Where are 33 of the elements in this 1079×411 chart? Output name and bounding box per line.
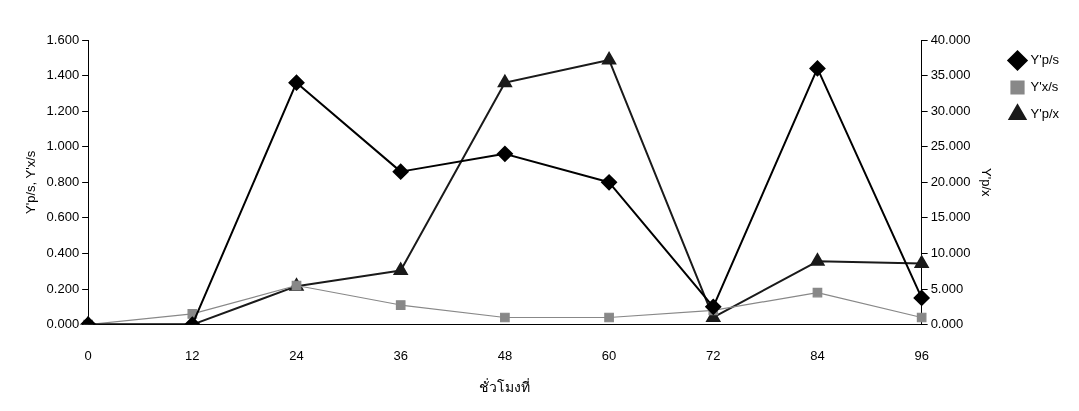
y2-tick-label: 25.000 [930, 138, 971, 154]
y-tick-label: 1.000 [46, 138, 80, 154]
y2-tick-label: 15.000 [930, 209, 971, 225]
y-tick-label: 0.600 [46, 209, 80, 225]
y2-tick-label: 35.000 [930, 67, 971, 83]
y2-tick-label: 20.000 [930, 173, 971, 189]
legend-label: Y'p/s [1030, 52, 1060, 68]
x-tick-label: 48 [497, 347, 513, 363]
x-tick-label: 72 [706, 347, 721, 363]
y-tick-label: 0.000 [46, 316, 80, 332]
x-tick-label: 24 [289, 347, 304, 363]
x-axis-title: ชั่วโมงที่ [479, 378, 531, 396]
y2-tick-label: 10.000 [930, 245, 971, 261]
x-tick-label: 0 [84, 347, 92, 363]
y2-tick-label: 40.000 [930, 31, 971, 47]
y2-tick-label: 5.000 [930, 280, 964, 296]
y2-axis-title: Y'p/x [978, 168, 994, 198]
y-axis-title: Y'p/s, Y'x/s [23, 150, 39, 214]
x-tick-label: 12 [185, 347, 200, 363]
x-tick-label: 60 [601, 347, 617, 363]
x-tick-label: 96 [914, 347, 929, 363]
y-tick-label: 1.200 [46, 102, 80, 118]
y-tick-label: 0.800 [46, 173, 80, 189]
y-tick-label: 1.600 [46, 31, 80, 47]
y2-tick-label: 30.000 [930, 102, 971, 118]
y-tick-label: 1.400 [46, 67, 80, 83]
y-tick-label: 0.200 [46, 280, 80, 296]
y2-tick-label: 0.000 [930, 316, 964, 332]
legend-label: Y'x/s [1030, 79, 1059, 95]
x-tick-label: 36 [393, 347, 408, 363]
legend-label: Y'p/x [1030, 106, 1060, 122]
x-tick-label: 84 [810, 347, 825, 363]
y-tick-label: 0.400 [46, 245, 80, 261]
